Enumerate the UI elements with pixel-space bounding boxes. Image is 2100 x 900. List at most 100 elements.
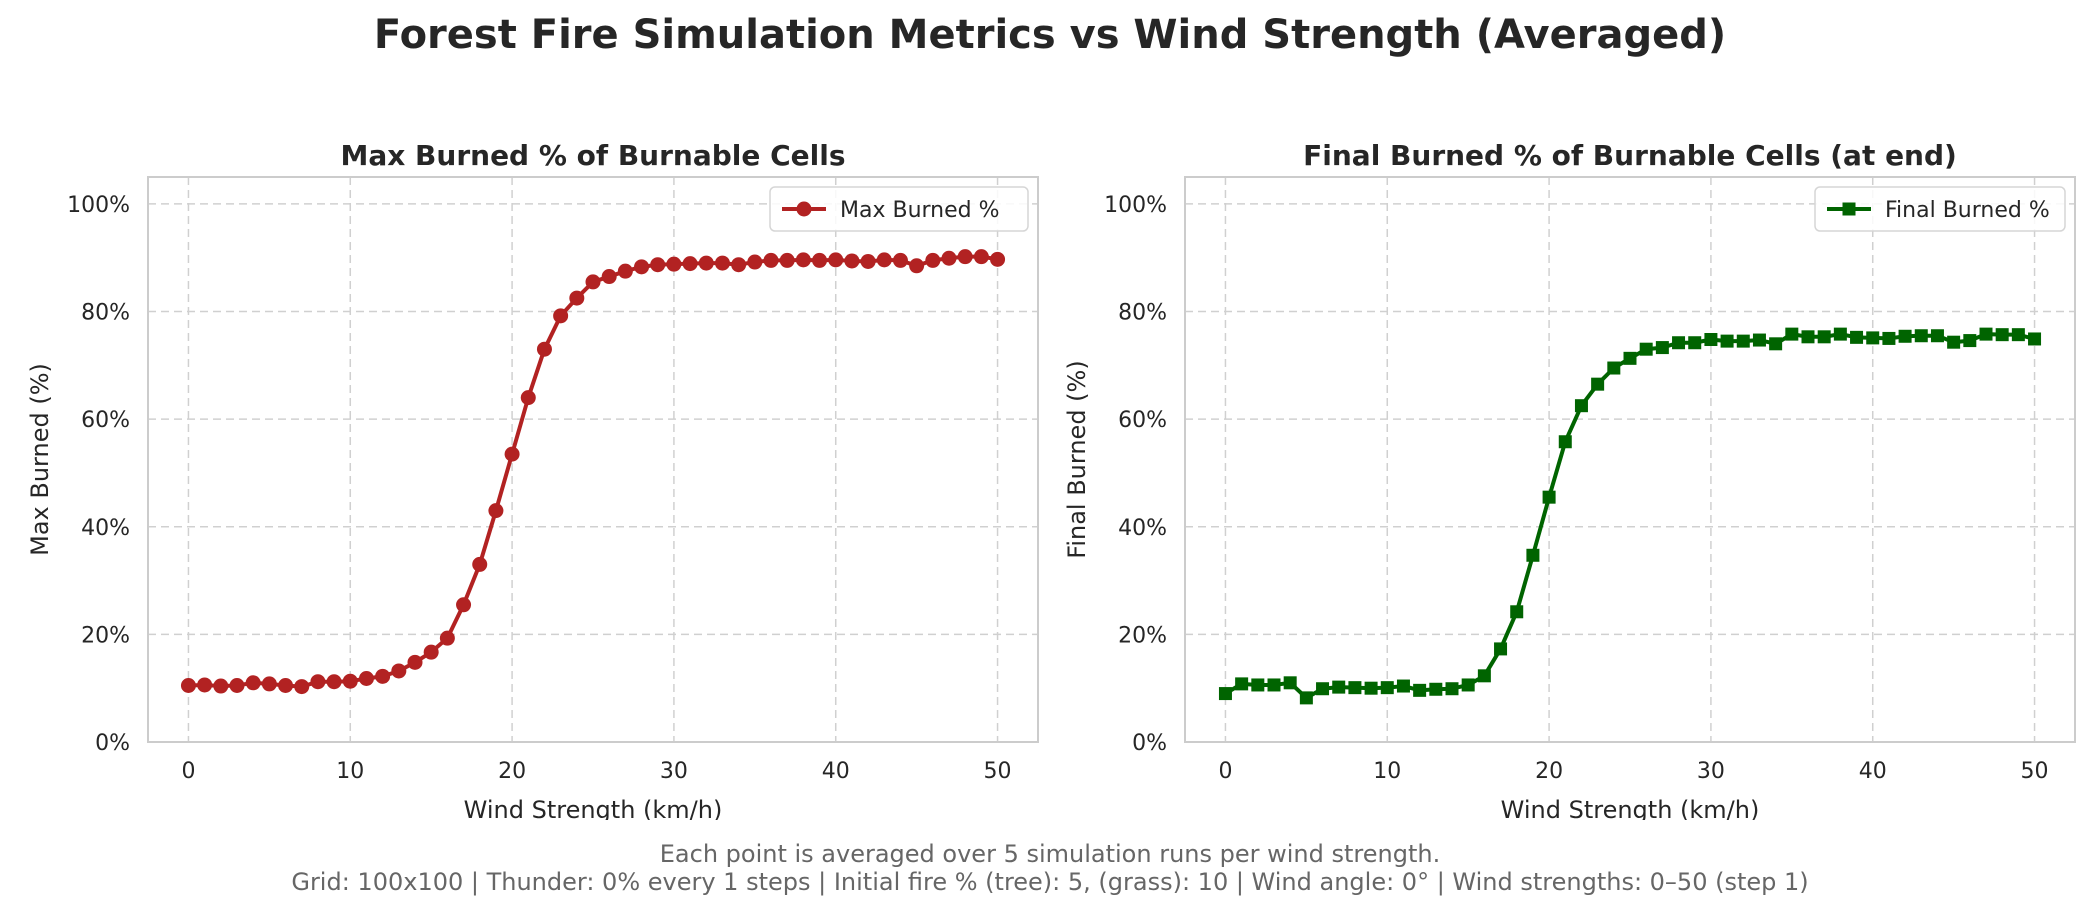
- y-tick-label: 20%: [1118, 623, 1167, 648]
- x-tick-label: 30: [1697, 759, 1725, 784]
- legend-box: [1814, 186, 2066, 232]
- data-point: [1817, 330, 1831, 344]
- data-point: [666, 256, 682, 272]
- legend-marker: [796, 201, 812, 217]
- data-point: [925, 252, 941, 268]
- series-line: [188, 254, 998, 689]
- data-point: [1995, 328, 2009, 342]
- data-point: [1914, 329, 1928, 343]
- data-point: [973, 249, 989, 265]
- data-point: [1316, 682, 1330, 696]
- data-point: [1526, 548, 1540, 562]
- chart-title: Max Burned % of Burnable Cells: [340, 139, 845, 172]
- plot-frame: [147, 176, 1039, 743]
- y-tick-label: 100%: [1104, 193, 1167, 218]
- data-point: [698, 255, 714, 271]
- data-point: [1801, 330, 1815, 344]
- x-tick-label: 0: [1218, 759, 1232, 784]
- data-point: [310, 674, 326, 690]
- data-point: [585, 274, 601, 290]
- data-point: [1494, 642, 1508, 656]
- data-point: [569, 290, 585, 306]
- data-point: [1947, 335, 1961, 349]
- data-point: [1866, 331, 1880, 345]
- data-point: [650, 257, 666, 273]
- x-tick-label: 40: [1859, 759, 1887, 784]
- x-tick-label: 0: [181, 759, 195, 784]
- y-tick-label: 40%: [1118, 516, 1167, 541]
- data-point: [1235, 677, 1249, 691]
- data-point: [1574, 399, 1588, 413]
- data-point: [1655, 341, 1669, 355]
- x-tick-label: 50: [984, 759, 1012, 784]
- data-point: [358, 671, 374, 687]
- y-tick-label: 80%: [1118, 301, 1167, 326]
- data-point: [180, 678, 196, 693]
- data-point: [714, 255, 730, 271]
- x-axis-label: Wind Strength (km/h): [1501, 796, 1760, 820]
- data-point: [682, 256, 698, 272]
- data-point: [1218, 687, 1232, 701]
- data-point: [634, 259, 650, 275]
- data-point: [536, 341, 552, 357]
- data-point: [876, 252, 892, 268]
- data-point: [439, 630, 455, 646]
- data-point: [1785, 327, 1799, 341]
- x-tick-label: 50: [2021, 759, 2049, 784]
- data-point: [1607, 361, 1621, 375]
- data-point: [1413, 683, 1427, 697]
- data-point: [860, 253, 876, 269]
- data-point: [1688, 336, 1702, 350]
- x-axis-label: Wind Strength (km/h): [464, 796, 723, 820]
- y-tick-label: 60%: [81, 408, 130, 433]
- data-point: [261, 676, 277, 692]
- legend-box: [769, 186, 1029, 232]
- data-point: [1736, 334, 1750, 348]
- footnote-line-2: Grid: 100x100 | Thunder: 0% every 1 step…: [291, 868, 1809, 896]
- y-tick-label: 0%: [1132, 731, 1167, 756]
- data-point: [1591, 377, 1605, 391]
- data-point: [795, 252, 811, 268]
- data-point: [245, 675, 261, 691]
- data-point: [391, 663, 407, 679]
- data-point: [553, 308, 569, 324]
- data-point: [1251, 678, 1265, 692]
- plot-frame: [1184, 176, 2076, 743]
- data-point: [1396, 679, 1410, 693]
- data-point: [909, 258, 925, 274]
- series-line: [1224, 332, 2036, 700]
- data-point: [1963, 334, 1977, 348]
- data-point: [1704, 333, 1718, 347]
- data-point: [326, 674, 342, 690]
- data-point: [1332, 680, 1346, 694]
- chart-final-burned: 0 10 20 30 40 50 0% 20% 40% 60% 80% 100% Final Burne…: [1063, 139, 2076, 820]
- y-tick-label: 100%: [67, 193, 130, 218]
- data-point: [1769, 337, 1783, 351]
- x-tick-label: 20: [498, 759, 526, 784]
- y-axis-label: Max Burned (%): [26, 363, 54, 556]
- data-point: [617, 263, 633, 279]
- data-point: [1267, 678, 1281, 692]
- data-point: [1429, 682, 1443, 696]
- data-point: [892, 252, 908, 268]
- data-point: [601, 269, 617, 285]
- y-tick-label: 20%: [81, 623, 130, 648]
- legend-label: Final Burned %: [1885, 198, 2050, 223]
- data-point: [1930, 329, 1944, 343]
- data-point: [941, 250, 957, 266]
- x-tick-label: 30: [660, 759, 688, 784]
- data-point: [520, 390, 536, 406]
- y-tick-label: 80%: [81, 301, 130, 326]
- data-point: [1348, 681, 1362, 695]
- chart-title: Final Burned % of Burnable Cells (at end…: [1303, 139, 1957, 172]
- x-tick-label: 10: [336, 759, 364, 784]
- data-point: [1283, 676, 1297, 690]
- data-point: [1299, 691, 1313, 705]
- data-point: [779, 252, 795, 268]
- data-point: [197, 677, 213, 693]
- data-point: [1445, 682, 1459, 696]
- chart-max-burned: 0 10 20 30 40 50 0% 20% 40% 60% 80% 100% Max Burned …: [26, 139, 1039, 820]
- data-point: [1898, 329, 1912, 343]
- y-axis-label: Final Burned (%): [1063, 360, 1091, 558]
